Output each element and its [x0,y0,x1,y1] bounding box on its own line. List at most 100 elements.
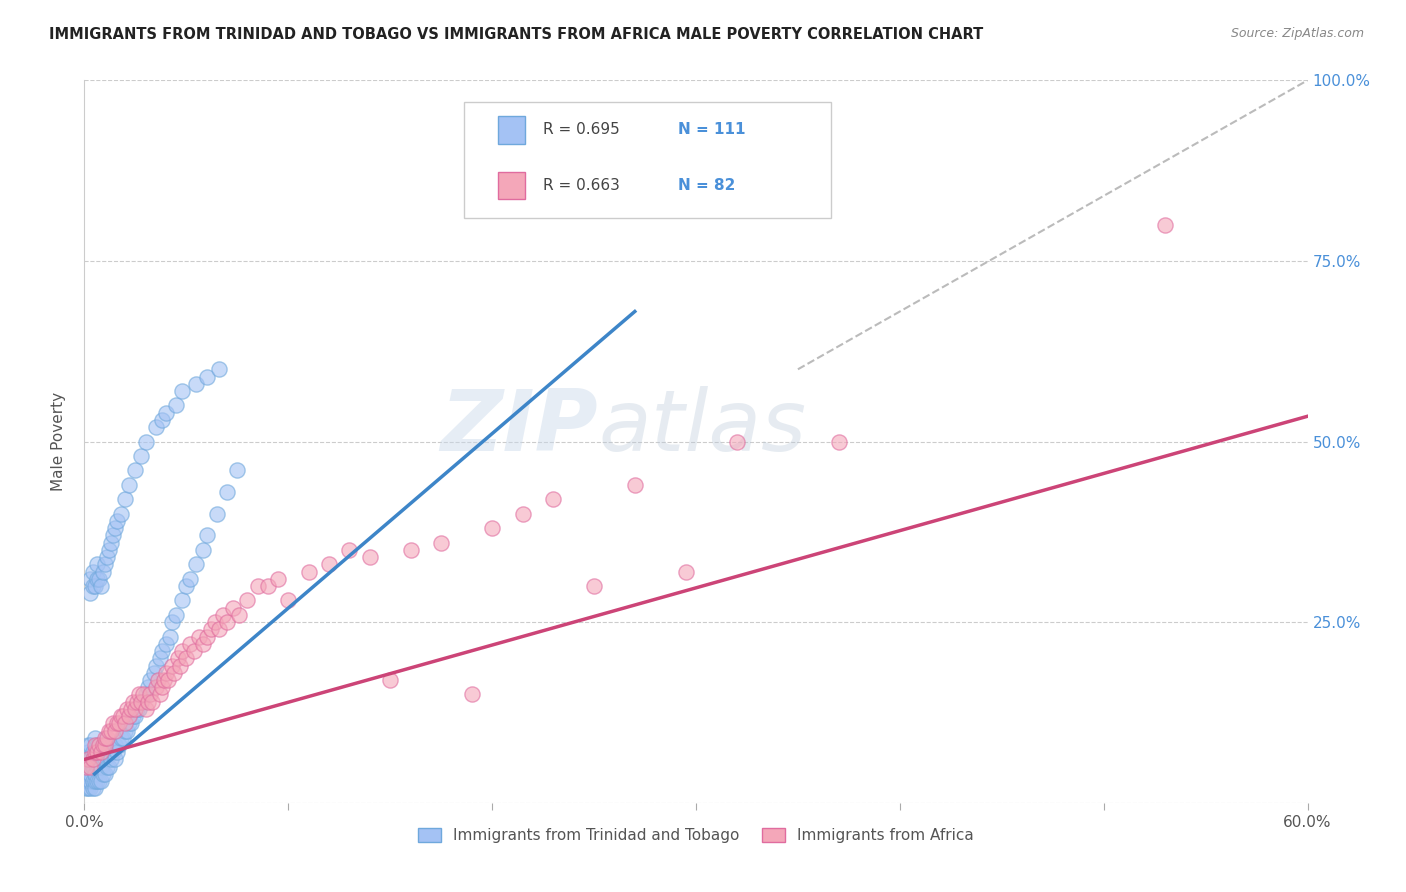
Point [91,565,114,579]
Point [120,716,142,731]
Point [160,658,183,673]
Point [86,572,108,586]
Point [75,767,97,781]
Point [146,673,169,687]
Point [115,702,138,716]
Point [183,644,205,658]
Point [150,644,173,658]
Point [174,579,197,593]
Point [86,774,108,789]
Point [120,702,142,716]
Point [195,369,218,384]
Point [77,752,100,766]
Point [118,709,141,723]
Point [172,593,194,607]
Point [135,434,157,449]
Point [399,542,422,557]
Point [97,542,120,557]
Point [101,716,124,731]
Point [83,738,105,752]
Point [159,630,181,644]
Point [208,623,231,637]
Point [179,572,201,586]
Point [145,680,167,694]
Point [110,731,132,745]
Point [79,572,101,586]
Point [675,565,697,579]
Point [187,630,209,644]
Point [75,760,97,774]
Point [142,665,165,680]
Point [90,745,112,759]
Point [150,680,173,694]
Point [83,774,105,789]
Point [83,767,105,781]
Point [512,507,534,521]
Point [155,406,177,420]
Point [359,550,381,565]
Point [82,565,104,579]
Point [108,738,131,752]
Point [79,752,101,766]
Point [131,695,153,709]
Point [87,774,110,789]
Point [135,687,157,701]
Point [91,767,114,781]
Text: atlas: atlas [598,385,806,468]
Point [226,463,249,477]
Point [82,774,104,789]
Text: IMMIGRANTS FROM TRINIDAD AND TOBAGO VS IMMIGRANTS FROM AFRICA MALE POVERTY CORRE: IMMIGRANTS FROM TRINIDAD AND TOBAGO VS I… [49,27,983,42]
Point [82,781,104,796]
Point [101,745,124,759]
Point [79,738,101,752]
Point [75,781,97,796]
Point [96,760,118,774]
Point [83,579,105,593]
Legend: Immigrants from Trinidad and Tobago, Immigrants from Africa: Immigrants from Trinidad and Tobago, Imm… [412,822,980,849]
Point [160,615,183,630]
Point [222,600,245,615]
Point [82,760,104,774]
Point [583,189,606,203]
Point [127,695,149,709]
Point [79,767,101,781]
Point [104,521,127,535]
Point [91,752,114,766]
Point [124,463,146,477]
Point [110,709,132,723]
Point [79,781,101,796]
Text: R = 0.663: R = 0.663 [543,178,620,194]
Point [267,572,290,586]
Point [127,702,149,716]
Point [104,723,127,738]
Point [104,752,127,766]
Point [277,593,299,607]
Point [75,774,97,789]
Point [122,695,145,709]
Point [131,695,153,709]
Point [217,615,239,630]
Point [79,774,101,789]
Point [77,745,100,759]
Text: R = 0.695: R = 0.695 [543,122,620,136]
Point [77,752,100,766]
Point [208,362,231,376]
Point [430,535,453,549]
Point [112,709,135,723]
Point [114,716,136,731]
Point [86,558,108,572]
Point [86,738,108,752]
Point [153,673,176,687]
Point [124,709,146,723]
Point [149,687,172,701]
Point [195,528,218,542]
Point [93,738,115,752]
Point [91,738,114,752]
FancyBboxPatch shape [498,117,524,144]
Point [200,623,222,637]
Point [212,607,235,622]
Point [82,745,104,759]
Point [257,579,280,593]
Point [82,579,104,593]
Point [167,651,190,665]
